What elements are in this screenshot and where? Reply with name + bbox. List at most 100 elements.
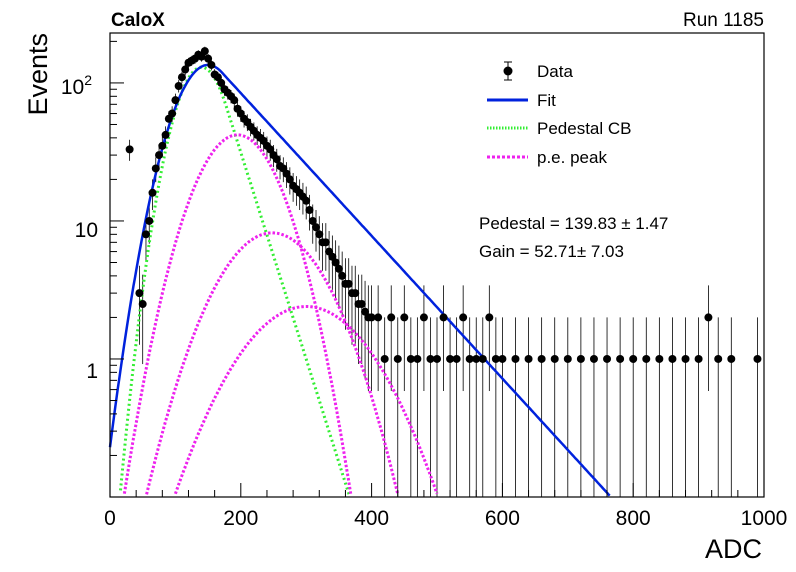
y-tick-label-1: 1 <box>86 360 98 383</box>
x-tick-label: 1000 <box>741 507 788 530</box>
data-point <box>174 82 183 91</box>
data-point <box>171 96 180 105</box>
legend-label-fit: Fit <box>537 91 556 110</box>
data-point <box>125 145 134 154</box>
data-point <box>704 313 713 322</box>
data-point <box>563 354 572 363</box>
data-point <box>331 258 340 267</box>
data-point <box>155 151 164 160</box>
data-point <box>158 141 167 150</box>
data-points <box>125 47 762 363</box>
data-point <box>537 354 546 363</box>
legend-label-pedestal: Pedestal CB <box>537 119 632 138</box>
data-point <box>406 354 415 363</box>
data-point <box>393 354 402 363</box>
x-tick-label: 400 <box>354 507 389 530</box>
data-point <box>576 354 585 363</box>
data-point <box>426 354 435 363</box>
x-axis-label: ADC <box>705 534 762 564</box>
data-point <box>694 354 703 363</box>
y-axis-label: Events <box>23 33 53 116</box>
data-point <box>478 354 487 363</box>
legend-label-pe: p.e. peak <box>537 148 607 167</box>
pedestal-cb-curve <box>119 65 351 496</box>
data-point <box>351 289 360 298</box>
data-point <box>413 354 422 363</box>
data-point <box>446 354 455 363</box>
data-point <box>433 354 441 363</box>
legend-label-data: Data <box>537 62 573 81</box>
data-point <box>312 223 321 232</box>
data-point <box>681 354 690 363</box>
data-point <box>138 300 147 309</box>
pe-peak-curves <box>122 133 439 495</box>
data-point <box>344 279 353 288</box>
x-axis-ticks <box>109 483 765 497</box>
data-point <box>400 313 409 322</box>
data-point <box>629 354 638 363</box>
data-point <box>439 313 448 322</box>
y-tick-label-100: 102 <box>61 72 92 99</box>
x-tick-label: 0 <box>104 507 116 530</box>
data-point <box>272 155 281 164</box>
data-point <box>511 354 520 363</box>
run-label: Run 1185 <box>683 10 764 31</box>
pe-peak-curve-1 <box>122 133 353 494</box>
data-point <box>230 96 239 105</box>
data-point <box>145 216 154 225</box>
pe-peak-curve-3 <box>173 305 439 495</box>
x-tick-label: 200 <box>223 507 258 530</box>
plot-frame <box>109 32 765 498</box>
data-point <box>589 354 598 363</box>
data-point <box>315 230 324 239</box>
experiment-label: CaloX <box>111 10 165 31</box>
data-point <box>302 196 311 205</box>
x-axis-tick-labels: 0 200 400 600 800 1000 <box>104 507 787 530</box>
data-point <box>459 313 468 322</box>
data-point <box>616 354 625 363</box>
data-point <box>285 175 294 184</box>
data-point <box>141 230 150 239</box>
legend-data-marker <box>503 66 513 76</box>
data-point <box>177 73 186 82</box>
data-point <box>334 264 343 273</box>
data-point <box>472 354 481 363</box>
x-tick-label: 800 <box>616 507 651 530</box>
data-point <box>200 47 209 56</box>
data-point <box>642 354 651 363</box>
data-point <box>207 60 216 69</box>
legend: Data Fit Pedestal CB p.e. peak <box>487 61 632 167</box>
data-point <box>321 238 330 247</box>
data-point <box>550 354 559 363</box>
annotation-pedestal: Pedestal = 139.83 ± 1.47 <box>479 214 668 233</box>
data-point <box>204 54 213 63</box>
data-point <box>603 354 612 363</box>
data-point <box>465 354 474 363</box>
pe-peak-curve-2 <box>145 231 400 495</box>
data-point <box>181 65 190 74</box>
data-point <box>305 206 314 215</box>
data-point <box>357 300 366 309</box>
data-point <box>655 354 664 363</box>
y-axis-ticks <box>110 40 124 498</box>
data-point <box>498 354 507 363</box>
x-tick-label: 600 <box>485 507 520 530</box>
fit-curve <box>108 63 611 497</box>
annotation-gain: Gain = 52.71± 7.03 <box>479 242 624 261</box>
data-point <box>148 188 157 197</box>
data-point <box>491 354 500 363</box>
data-point <box>668 354 677 363</box>
data-point <box>151 164 160 173</box>
data-point <box>168 109 177 118</box>
data-point <box>419 313 428 322</box>
data-point <box>338 271 347 280</box>
data-point <box>485 313 494 322</box>
data-point <box>387 313 396 322</box>
plot-area <box>108 46 762 497</box>
data-point <box>524 354 533 363</box>
data-point <box>308 216 317 225</box>
data-point <box>161 130 170 139</box>
data-point <box>374 313 383 322</box>
data-point <box>380 354 389 363</box>
